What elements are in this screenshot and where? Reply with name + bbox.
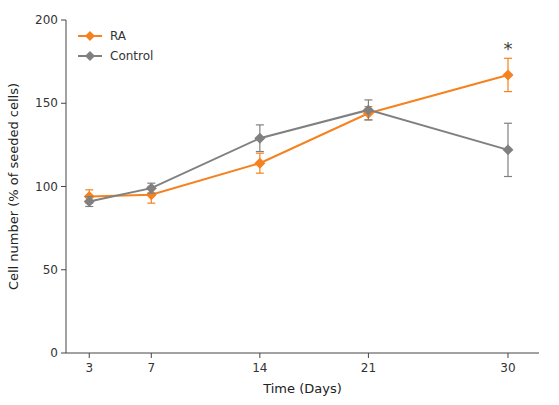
point <box>502 69 513 80</box>
x-tick <box>507 353 508 358</box>
legend: RA Control <box>78 29 153 63</box>
data-area <box>84 58 514 207</box>
x-axis-line <box>66 353 539 354</box>
y-tick-label: 50 <box>43 263 58 277</box>
y-tick <box>61 269 66 270</box>
x-tick-label: 14 <box>252 361 267 375</box>
x-tick <box>151 353 152 358</box>
error-bar-cap <box>147 203 155 204</box>
y-tick <box>61 103 66 104</box>
error-bar-cap <box>364 119 372 120</box>
legend-label: RA <box>110 29 127 43</box>
error-bar-cap <box>364 99 372 100</box>
error-bar-cap <box>256 151 264 152</box>
point <box>502 144 513 155</box>
axes: 3 7 14 21 30 0 50 100 150 200 <box>35 13 539 375</box>
y-tick <box>61 20 66 21</box>
x-tick-label: 30 <box>500 361 515 375</box>
chart: 3 7 14 21 30 0 50 100 150 200 Time (Days) Cell numb… <box>0 0 559 405</box>
point <box>363 104 374 115</box>
error-bar-cap <box>504 91 512 92</box>
y-tick <box>61 353 66 354</box>
series <box>84 100 514 207</box>
error-bar-cap <box>256 173 264 174</box>
y-tick-label: 100 <box>35 180 58 194</box>
series-line <box>89 75 508 197</box>
x-tick-label: 21 <box>361 361 376 375</box>
annotation: * <box>503 38 512 59</box>
x-axis-label: Time (Days) <box>262 381 342 396</box>
point <box>146 183 157 194</box>
error-bar-cap <box>504 176 512 177</box>
y-tick-label: 0 <box>50 346 58 360</box>
y-tick-label: 150 <box>35 96 58 110</box>
error-bar-cap <box>256 153 264 154</box>
x-tick <box>259 353 260 358</box>
y-tick-label: 200 <box>35 13 58 27</box>
x-tick-label: 7 <box>147 361 155 375</box>
y-axis-label: Cell number (% of seeded cells) <box>6 83 21 290</box>
error-bar-cap <box>504 123 512 124</box>
x-tick <box>89 353 90 358</box>
error-bar-cap <box>85 189 93 190</box>
error-bar-cap <box>364 119 372 120</box>
point <box>254 133 265 144</box>
error-bar-cap <box>256 124 264 125</box>
point <box>254 158 265 169</box>
series-line <box>89 110 508 202</box>
point <box>84 196 95 207</box>
legend-marker <box>85 31 95 41</box>
x-tick <box>368 353 369 358</box>
y-tick <box>61 186 66 187</box>
legend-marker <box>85 51 95 61</box>
legend-label: Control <box>110 49 153 63</box>
series <box>84 58 514 203</box>
x-tick-label: 3 <box>85 361 93 375</box>
